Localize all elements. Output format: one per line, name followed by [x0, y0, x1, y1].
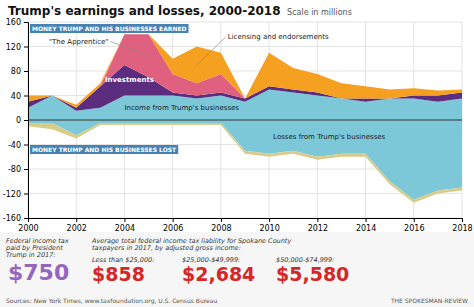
grid-line-y — [28, 46, 462, 47]
x-tick-label: 2006 — [163, 224, 183, 233]
y-tick: -80 — [8, 165, 28, 174]
x-tick: 2018 — [452, 218, 472, 233]
y-tick-mark — [24, 22, 28, 23]
grid-line-y — [28, 193, 462, 194]
banner: MONEY TRUMP AND HIS BUSINESSES LOST — [30, 145, 178, 154]
x-tick-mark — [414, 218, 415, 222]
area — [28, 123, 462, 203]
y-tick-mark — [24, 194, 28, 195]
y-tick-mark — [24, 218, 28, 219]
y-tick: -160 — [3, 214, 28, 223]
x-tick-label: 2004 — [115, 224, 135, 233]
x-tick-mark — [462, 218, 463, 222]
grid-line-y — [28, 71, 462, 72]
y-tick: 120 — [6, 43, 28, 52]
y-tick-label: 80 — [11, 67, 21, 76]
y-tick: -120 — [3, 190, 28, 199]
x-tick-mark — [173, 218, 174, 222]
leader-line — [111, 42, 149, 56]
x-tick-mark — [269, 218, 270, 222]
y-tick: -40 — [8, 141, 28, 150]
chart: Trump's earnings and losses, 2000-2018 S… — [0, 0, 474, 307]
x-tick-label: 2008 — [211, 224, 231, 233]
y-tick-label: 0 — [16, 116, 21, 125]
x-tick: 2006 — [163, 218, 183, 233]
series-label: "The Apprentice" — [49, 38, 109, 46]
x-tick-label: 2014 — [356, 224, 376, 233]
annotation: $750 — [8, 260, 69, 285]
y-tick-mark — [24, 145, 28, 146]
x-tick-label: 2010 — [259, 224, 279, 233]
banner-text: MONEY TRUMP AND HIS BUSINESSES EARNED — [32, 25, 187, 32]
x-tick: 2000 — [18, 218, 38, 233]
y-tick-label: -80 — [8, 165, 21, 174]
annotation: Sources: New York Times, www.taxfoundati… — [6, 297, 217, 305]
y-axis-line — [24, 23, 29, 219]
series-labels: Income from Trump's businesses Investment… — [49, 33, 386, 141]
area — [28, 65, 462, 111]
x-tick: 2004 — [115, 218, 135, 233]
x-tick-mark — [317, 218, 318, 222]
annotation: Trump in 2017: — [6, 251, 56, 259]
area — [28, 34, 462, 108]
y-tick: 160 — [6, 18, 28, 27]
y-axis: -160 -120 -80 -40 0 40 80 120 160 — [3, 18, 29, 223]
x-axis-line — [29, 219, 463, 223]
x-axis: 2000 2002 2004 2006 2008 2010 2012 2014 2016 2018 — [18, 218, 472, 233]
panel-bg — [0, 232, 474, 307]
banner-bg — [30, 24, 189, 33]
x-tick: 2014 — [356, 218, 376, 233]
annotation: $858 — [92, 263, 145, 285]
x-tick-mark — [124, 218, 125, 222]
x-tick-mark — [366, 218, 367, 222]
series-label: Losses from Trump's businesses — [273, 133, 385, 141]
y-tick: 80 — [11, 67, 28, 76]
series-label: Income from Trump's businesses — [124, 104, 239, 112]
y-tick: 0 — [16, 116, 28, 125]
y-tick-label: 160 — [6, 18, 21, 27]
y-tick-mark — [24, 96, 28, 97]
annotation: taxpayers in 2017, by adjusted gross inc… — [92, 244, 241, 252]
series-label: Licensing and endorsements — [228, 33, 329, 41]
annotation: $5,580 — [276, 263, 349, 285]
y-tick-mark — [24, 47, 28, 48]
area — [28, 34, 462, 108]
y-tick-label: -160 — [3, 214, 21, 223]
y-tick: 40 — [11, 92, 28, 101]
x-tick: 2002 — [67, 218, 87, 233]
y-tick-mark — [24, 120, 28, 121]
grid-line-y — [28, 120, 462, 121]
title: Trump's earnings and losses, 2000-2018 — [8, 4, 281, 18]
y-tick-label: 40 — [11, 92, 21, 101]
y-tick-label: 120 — [6, 43, 21, 52]
y-tick-mark — [24, 169, 28, 170]
x-tick: 2008 — [211, 218, 231, 233]
annotation: $2,684 — [182, 263, 255, 285]
x-tick-mark — [28, 218, 29, 222]
annotation: THE SPOKESMAN-REVIEW — [390, 297, 468, 304]
grid-line-y — [28, 22, 462, 23]
x-tick-label: 2012 — [308, 224, 328, 233]
x-tick: 2016 — [404, 218, 424, 233]
x-tick: 2010 — [259, 218, 279, 233]
plot-area — [28, 34, 462, 202]
x-tick-mark — [221, 218, 222, 222]
leader-line — [197, 37, 226, 65]
x-tick-label: 2018 — [452, 224, 472, 233]
banner-bg — [30, 145, 178, 154]
x-tick: 2012 — [308, 218, 328, 233]
y-tick-mark — [24, 71, 28, 72]
subtitle: Scale in millions — [285, 8, 352, 17]
zero-line — [28, 120, 462, 121]
x-tick-label: 2016 — [404, 224, 424, 233]
x-tick-label: 2000 — [18, 224, 38, 233]
grid — [28, 22, 462, 218]
series-label: Investments — [105, 76, 154, 84]
x-tick-label: 2002 — [67, 224, 87, 233]
y-tick-label: -40 — [8, 141, 21, 150]
x-tick-mark — [76, 218, 77, 222]
y-tick-label: -120 — [3, 190, 21, 199]
banner: MONEY TRUMP AND HIS BUSINESSES EARNED — [30, 24, 189, 33]
banner-text: MONEY TRUMP AND HIS BUSINESSES LOST — [32, 146, 177, 153]
